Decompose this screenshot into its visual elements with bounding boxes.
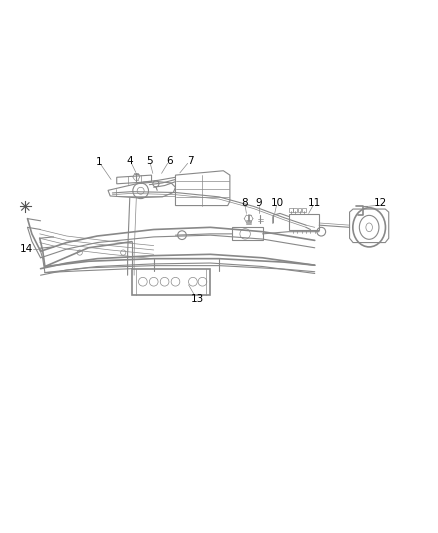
- Text: 10: 10: [271, 198, 284, 208]
- Text: 14: 14: [20, 244, 33, 254]
- Text: 12: 12: [374, 198, 387, 208]
- Text: 5: 5: [146, 156, 153, 166]
- Text: 8: 8: [241, 198, 247, 208]
- Bar: [298, 208, 301, 212]
- Text: 9: 9: [256, 198, 262, 208]
- Text: 13: 13: [191, 294, 204, 304]
- Bar: [293, 208, 297, 212]
- Text: 4: 4: [127, 156, 133, 166]
- Text: 7: 7: [187, 156, 194, 166]
- Text: 11: 11: [308, 198, 321, 208]
- Bar: [302, 208, 306, 212]
- Bar: [289, 208, 293, 212]
- Text: 1: 1: [96, 157, 102, 167]
- Bar: [132, 269, 210, 295]
- Text: 6: 6: [166, 156, 173, 166]
